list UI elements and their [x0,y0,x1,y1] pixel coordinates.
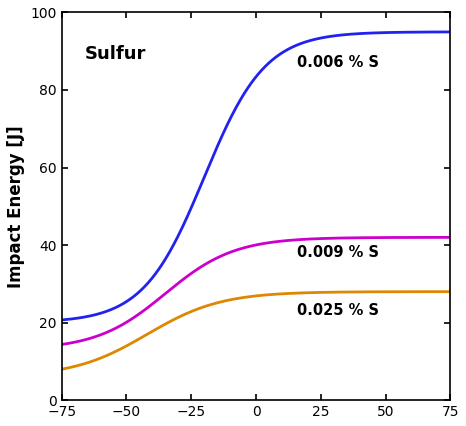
Text: 0.009 % S: 0.009 % S [297,245,379,260]
Text: 0.025 % S: 0.025 % S [297,303,379,318]
Text: 0.006 % S: 0.006 % S [297,55,379,70]
Y-axis label: Impact Energy [J]: Impact Energy [J] [7,125,25,288]
Text: Sulfur: Sulfur [85,45,146,63]
